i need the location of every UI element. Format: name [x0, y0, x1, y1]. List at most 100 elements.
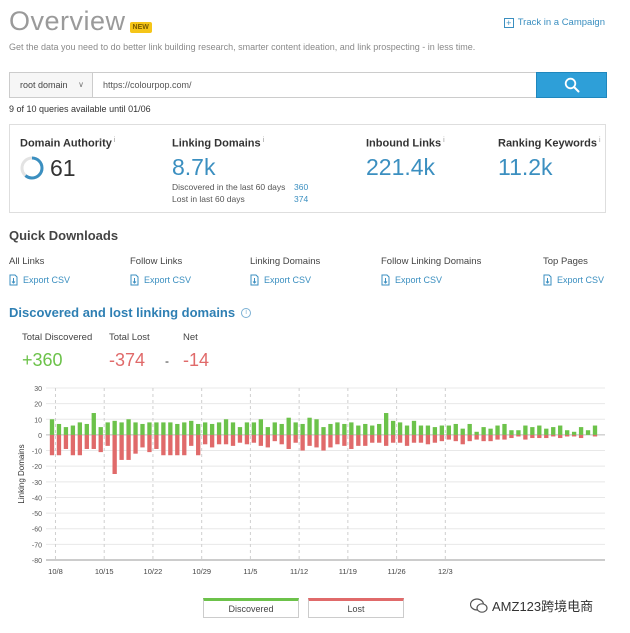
discovered-bar — [77, 422, 83, 435]
lost-bar — [551, 434, 556, 437]
lost-bar — [286, 434, 291, 449]
lost-bar — [530, 434, 535, 439]
lost-bar — [558, 434, 563, 439]
lost-bar — [370, 434, 375, 443]
discovered-bar — [418, 425, 424, 435]
lost-bar — [203, 434, 208, 445]
discovered-bar — [154, 422, 159, 435]
lost-bar — [432, 434, 438, 443]
search-button[interactable] — [536, 72, 607, 98]
y-tick-label: -50 — [32, 511, 42, 518]
discovered-bar — [349, 422, 354, 435]
download-icon — [543, 274, 552, 286]
lost-bar — [384, 434, 389, 446]
wechat-icon — [470, 597, 488, 613]
lost-bar — [279, 434, 284, 445]
quick-download-label: Top Pages — [543, 256, 588, 267]
discovered-bar — [161, 422, 166, 435]
discovered-bar — [140, 423, 145, 435]
discovered-bar — [189, 420, 194, 435]
discovered-bar — [112, 420, 117, 435]
discovered-bar — [91, 413, 96, 435]
discovered-bar — [203, 422, 208, 435]
discovered-bar — [209, 423, 215, 435]
domain-type-select[interactable]: root domain ∨ — [9, 72, 93, 98]
net-stat: Net -14 — [183, 332, 209, 371]
lost-bar — [356, 434, 361, 446]
lost-bar — [390, 434, 396, 443]
x-tick-label: 11/12 — [290, 567, 308, 576]
discovered-bar — [523, 425, 528, 435]
lost-bar — [502, 434, 507, 440]
ranking-keywords-label: Ranking Keywords i — [498, 137, 601, 150]
download-icon — [381, 274, 390, 286]
export-csv-button[interactable]: Export CSV — [543, 274, 604, 286]
watermark-text: AMZ123跨境电商 — [492, 599, 594, 614]
legend-lost[interactable]: Lost — [308, 598, 404, 618]
search-row: root domain ∨ — [9, 72, 607, 98]
discovered-bar — [481, 427, 486, 435]
total-lost-label: Total Lost — [109, 332, 150, 343]
lost-bar — [98, 434, 103, 453]
stat-separator: - — [165, 354, 169, 368]
export-csv-label: Export CSV — [144, 275, 192, 285]
discovered-bar — [168, 422, 173, 435]
export-csv-button[interactable]: Export CSV — [9, 274, 70, 286]
x-tick-label: 11/5 — [243, 567, 257, 576]
discovered-bar — [147, 422, 152, 435]
track-campaign-link[interactable]: + Track in a Campaign — [503, 17, 605, 28]
export-csv-button[interactable]: Export CSV — [381, 274, 481, 286]
lost-bar — [70, 434, 76, 456]
legend-discovered[interactable]: Discovered — [203, 598, 299, 618]
inbound-links-label: Inbound Links i — [366, 137, 445, 150]
url-input[interactable] — [93, 72, 539, 98]
lost-bar — [251, 434, 257, 443]
discovered-bar — [196, 423, 201, 435]
lost-bar — [175, 434, 180, 456]
discovered-bar — [370, 425, 375, 435]
discovered-bar — [342, 423, 347, 435]
download-icon — [250, 274, 259, 286]
lost-bar — [77, 434, 83, 456]
lost-bar — [349, 434, 354, 449]
lost-bar — [133, 434, 138, 454]
lost-bar — [216, 434, 222, 445]
lost-bar — [258, 434, 264, 446]
lost-bar — [411, 434, 417, 443]
lost-bar — [196, 434, 201, 456]
inbound-links-value: 221.4k — [366, 153, 436, 180]
discovered-bar — [377, 423, 382, 435]
discovered-bar — [488, 428, 493, 435]
lost-bar — [237, 434, 243, 443]
discovered-bar — [314, 419, 319, 435]
discovered-bar — [133, 422, 138, 435]
discovered-bar — [119, 422, 124, 435]
discovered-bar — [544, 428, 549, 435]
lost-bar — [425, 434, 431, 445]
discovered-bar — [286, 417, 291, 435]
lost-bar — [154, 434, 159, 449]
discovered-bar — [502, 423, 507, 435]
lost-bar — [363, 434, 368, 446]
discovered-bar — [126, 419, 131, 435]
export-csv-button[interactable]: Export CSV — [250, 274, 320, 286]
discovered-bar — [216, 422, 222, 435]
lost-bar — [488, 434, 493, 442]
lost-bar — [244, 434, 250, 445]
y-tick-label: 10 — [34, 417, 42, 424]
y-tick-label: -70 — [32, 542, 42, 549]
lost-bar — [182, 434, 187, 456]
domain-authority-label: Domain Authority i — [20, 137, 116, 150]
total-discovered-stat: Total Discovered +360 — [22, 332, 92, 371]
lost-bar — [342, 434, 347, 446]
discovered-bar — [272, 422, 277, 435]
info-icon[interactable]: i — [241, 307, 252, 318]
lost-bar — [209, 434, 215, 448]
discovered-bar — [390, 420, 396, 435]
export-csv-button[interactable]: Export CSV — [130, 274, 191, 286]
page-subtitle: Get the data you need to do better link … — [9, 42, 476, 52]
lost-bar — [168, 434, 173, 456]
discovered-bar — [279, 423, 284, 435]
lost-bar — [56, 434, 62, 456]
discovered-bar — [460, 428, 465, 435]
